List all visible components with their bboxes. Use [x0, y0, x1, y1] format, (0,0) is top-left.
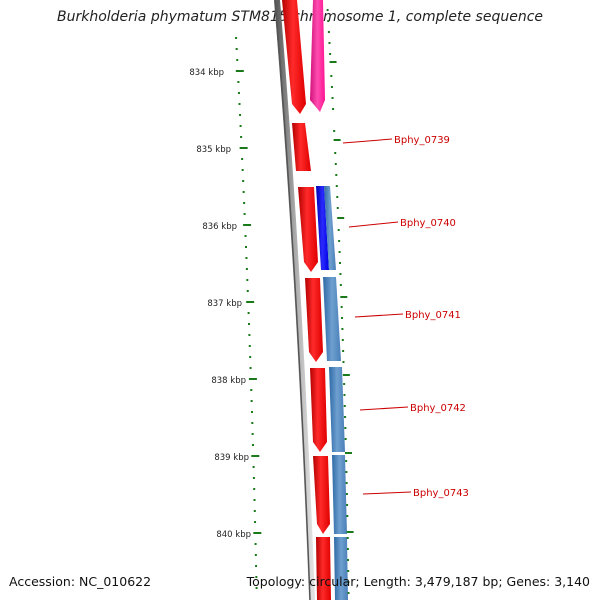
leader-line: [359, 406, 409, 411]
reverse-gene-5: [334, 537, 348, 600]
scale-ticks: [235, 37, 262, 589]
leader-line: [342, 138, 393, 144]
scale-labels: 834 kbp 835 kbp 836 kbp 837 kbp 838 kbp …: [189, 68, 251, 540]
pink-gene: [310, 0, 325, 112]
scale-label: 834 kbp: [189, 68, 224, 78]
scale-label: 837 kbp: [207, 299, 242, 309]
forward-gene-5: [310, 368, 327, 452]
chromosome-backbone-edge: [274, 0, 311, 600]
forward-gene-7: [316, 537, 331, 600]
leader-line: [348, 221, 399, 228]
reverse-gene-1: [324, 186, 336, 270]
forward-gene-1: [282, 0, 306, 114]
accession-label: Accession: NC_010622: [9, 574, 152, 589]
gene-label[interactable]: Bphy_0742: [410, 403, 466, 414]
forward-gene-3: [298, 187, 318, 272]
forward-gene-2: [292, 123, 311, 171]
chromosome-backbone: [274, 0, 315, 600]
gene-label[interactable]: Bphy_0740: [400, 218, 456, 229]
gene-label[interactable]: Bphy_0739: [394, 135, 450, 146]
forward-gene-4: [305, 278, 323, 362]
highlight-gene-blue: [316, 186, 329, 270]
reverse-gene-3: [329, 367, 345, 452]
leader-line: [362, 491, 412, 495]
scale-label: 840 kbp: [216, 530, 251, 540]
gene-label-leaders: [342, 138, 412, 495]
gene-labels: Bphy_0739 Bphy_0740 Bphy_0741 Bphy_0742 …: [394, 135, 469, 499]
genome-summary: Topology: circular; Length: 3,479,187 bp…: [246, 574, 590, 589]
scale-label: 836 kbp: [202, 222, 237, 232]
reverse-gene-4: [332, 455, 347, 534]
gene-label[interactable]: Bphy_0741: [405, 310, 461, 321]
leader-line: [354, 313, 404, 318]
map-title: Burkholderia phymatum STM815 chromosome …: [56, 9, 543, 25]
scale-label: 838 kbp: [211, 376, 246, 386]
reverse-gene-2: [323, 277, 341, 361]
outer-tick-track: [326, 9, 354, 594]
scale-label: 835 kbp: [196, 145, 231, 155]
scale-label: 839 kbp: [214, 453, 249, 463]
gene-label[interactable]: Bphy_0743: [413, 488, 469, 499]
forward-gene-6: [313, 456, 330, 534]
